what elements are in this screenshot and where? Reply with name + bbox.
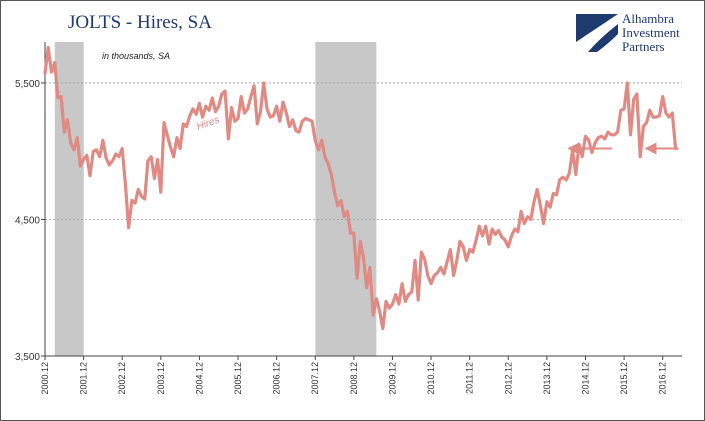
- logo-mark-icon: [576, 14, 618, 52]
- x-tick-label-2: 2002.12: [117, 362, 127, 395]
- x-tick-label-7: 2007.12: [310, 362, 320, 395]
- x-tick-label-14: 2014.12: [580, 362, 590, 395]
- x-tick-label-12: 2012.12: [503, 362, 513, 395]
- x-tick-label-4: 2004.12: [194, 362, 204, 395]
- y-tick-label-1: 4,500: [15, 215, 40, 226]
- x-tick-label-3: 2003.12: [156, 362, 166, 395]
- chart-subtitle: in thousands, SA: [102, 51, 170, 61]
- y-tick-label-0: 3,500: [15, 352, 40, 363]
- logo: Alhambra Investment Partners: [576, 11, 680, 54]
- series-line-0: [43, 45, 678, 331]
- recession-layer: [54, 42, 377, 356]
- x-tick-label-13: 2013.12: [542, 362, 552, 395]
- recession-band-1: [315, 42, 377, 356]
- chart-title: JOLTS - Hires, SA: [68, 12, 212, 33]
- axes-layer: [44, 42, 682, 357]
- x-tick-label-1: 2001.12: [79, 362, 89, 395]
- x-tick-label-11: 2011.12: [465, 362, 475, 394]
- series-label-hires: Hires: [195, 114, 221, 132]
- y-tick-label-2: 5,500: [15, 79, 40, 90]
- x-tick-labels: 2000.12 2001.12 2002.12 2003.12 2004.12 2005.…: [40, 356, 668, 395]
- logo-line-2: Investment: [622, 25, 680, 40]
- x-tick-label-8: 2008.12: [349, 362, 359, 395]
- x-tick-label-9: 2009.12: [387, 362, 397, 395]
- logo-line-3: Partners: [622, 39, 665, 54]
- recession-band-0: [54, 42, 84, 356]
- x-tick-label-16: 2016.12: [658, 362, 668, 395]
- y-tick-labels: 3,500 4,500 5,500: [15, 79, 45, 363]
- x-tick-label-0: 2000.12: [40, 362, 50, 395]
- series-layer: [43, 45, 678, 331]
- x-tick-label-5: 2005.12: [233, 362, 243, 395]
- logo-line-1: Alhambra: [622, 11, 674, 26]
- x-tick-label-6: 2006.12: [272, 362, 282, 395]
- x-tick-label-15: 2015.12: [619, 362, 629, 395]
- x-tick-label-10: 2010.12: [426, 362, 436, 395]
